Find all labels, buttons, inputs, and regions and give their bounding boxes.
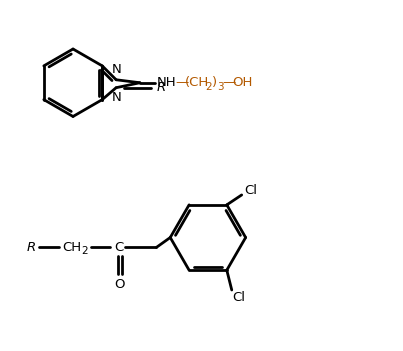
Text: 2: 2 <box>205 82 212 92</box>
Text: N: N <box>111 63 121 77</box>
Text: (CH: (CH <box>185 76 210 89</box>
Text: —: — <box>175 76 188 89</box>
Text: 2: 2 <box>82 246 88 256</box>
Text: NH: NH <box>157 76 177 89</box>
Text: 3: 3 <box>217 82 224 92</box>
Text: R: R <box>156 81 165 94</box>
Text: —: — <box>222 76 236 89</box>
Text: ): ) <box>212 76 217 89</box>
Text: C: C <box>114 241 123 254</box>
Text: O: O <box>114 278 125 291</box>
Text: OH: OH <box>232 76 252 89</box>
Text: R: R <box>27 241 36 254</box>
Text: N: N <box>111 91 121 104</box>
Text: CH: CH <box>62 241 81 254</box>
Text: Cl: Cl <box>232 291 245 304</box>
Text: Cl: Cl <box>244 185 257 198</box>
